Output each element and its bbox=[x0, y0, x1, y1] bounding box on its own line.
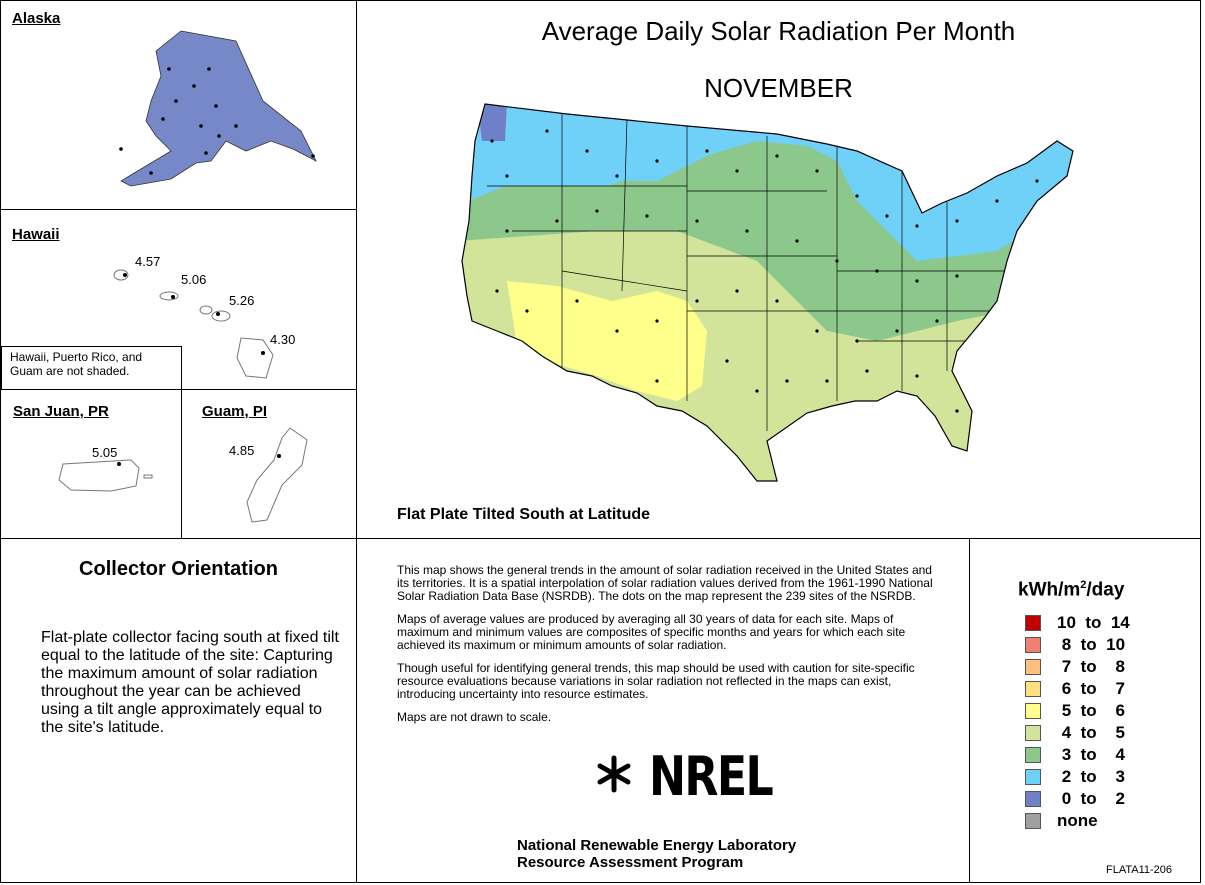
description-text: This map shows the general trends in the… bbox=[397, 564, 937, 734]
nrel-logo: NREL bbox=[649, 745, 774, 808]
legend-swatch bbox=[1025, 813, 1041, 829]
organization-line-2: Resource Assessment Program bbox=[517, 854, 744, 871]
legend-unit: kWh/m bbox=[1018, 579, 1081, 601]
sanjuan-title: San Juan, PR bbox=[13, 403, 109, 420]
legend-label: 6 to 7 bbox=[1057, 679, 1126, 698]
guam-value: 4.85 bbox=[229, 443, 255, 458]
orientation-panel: Collector Orientation Flat-plate collect… bbox=[0, 538, 357, 883]
legend-label: 3 to 4 bbox=[1057, 745, 1126, 764]
orientation-text: Flat-plate collector facing south at fix… bbox=[41, 629, 339, 736]
hawaii-value-big-island: 4.30 bbox=[270, 332, 296, 347]
legend-panel: kWh/m2/day 10 to 14 8 to 10 7 to 8 6 to … bbox=[969, 538, 1201, 883]
description-panel: This map shows the general trends in the… bbox=[356, 538, 970, 883]
legend-title: kWh/m2/day bbox=[1018, 579, 1124, 601]
map-subtitle: Flat Plate Tilted South at Latitude bbox=[397, 506, 651, 523]
nrel-asterisk-icon bbox=[597, 755, 631, 793]
organization-name: National Renewable Energy Laboratory Res… bbox=[517, 837, 796, 871]
map-code: FLATA11-206 bbox=[1106, 864, 1173, 876]
legend-label: 2 to 3 bbox=[1057, 767, 1126, 786]
organization-line-1: National Renewable Energy Laboratory bbox=[517, 837, 797, 854]
legend-swatch bbox=[1025, 725, 1041, 741]
main-map-panel: Average Daily Solar Radiation Per Month … bbox=[356, 0, 1201, 539]
us-solar-map bbox=[461, 103, 1074, 482]
puerto-rico-map bbox=[58, 459, 153, 492]
sanjuan-inset: San Juan, PR 5.05 bbox=[0, 389, 182, 539]
guam-title: Guam, PI bbox=[202, 403, 268, 420]
description-p2: Maps of average values are produced by a… bbox=[397, 612, 906, 652]
legend-unit-superscript: 2 bbox=[1080, 579, 1087, 591]
legend-swatch bbox=[1025, 769, 1041, 785]
hawaii-value-kauai: 4.57 bbox=[135, 254, 161, 269]
legend-unit-rest: /day bbox=[1086, 579, 1125, 601]
legend-swatch bbox=[1025, 703, 1041, 719]
legend-label: 0 to 2 bbox=[1057, 789, 1126, 808]
hawaii-title: Hawaii bbox=[12, 226, 60, 243]
legend-swatch bbox=[1025, 637, 1041, 653]
legend-swatch bbox=[1025, 791, 1041, 807]
description-p3: Though useful for identifying general tr… bbox=[397, 661, 915, 701]
legend-label: 4 to 5 bbox=[1057, 723, 1126, 742]
description-p4: Maps are not drawn to scale. bbox=[397, 710, 552, 724]
legend-swatch bbox=[1025, 615, 1041, 631]
legend-label: 7 to 8 bbox=[1057, 657, 1126, 676]
legend-label: 5 to 6 bbox=[1057, 701, 1126, 720]
guam-inset: Guam, PI 4.85 bbox=[181, 389, 357, 539]
legend-label: none bbox=[1057, 811, 1098, 830]
alaska-inset: Alaska bbox=[0, 0, 357, 210]
map-month: NOVEMBER bbox=[704, 73, 853, 103]
sanjuan-value: 5.05 bbox=[92, 445, 118, 460]
guam-map bbox=[246, 427, 308, 523]
shading-note: Hawaii, Puerto Rico, and Guam are not sh… bbox=[1, 346, 182, 389]
orientation-title: Collector Orientation bbox=[79, 558, 278, 580]
hawaii-value-oahu: 5.06 bbox=[181, 272, 207, 287]
legend-label: 10 to 14 bbox=[1057, 613, 1130, 632]
alaska-title: Alaska bbox=[12, 10, 61, 27]
map-title: Average Daily Solar Radiation Per Month bbox=[541, 16, 1016, 46]
hawaii-map bbox=[113, 269, 274, 379]
description-p1: This map shows the general trends in the… bbox=[397, 563, 933, 603]
legend-swatch bbox=[1025, 659, 1041, 675]
legend-swatch bbox=[1025, 747, 1041, 763]
hawaii-value-maui: 5.26 bbox=[229, 293, 255, 308]
hawaii-inset: Hawaii 4.57 5.06 5.26 4.30 Hawaii, Puert… bbox=[0, 209, 357, 390]
legend-label: 8 to 10 bbox=[1057, 635, 1126, 654]
legend-swatch bbox=[1025, 681, 1041, 697]
alaska-map bbox=[119, 30, 317, 187]
